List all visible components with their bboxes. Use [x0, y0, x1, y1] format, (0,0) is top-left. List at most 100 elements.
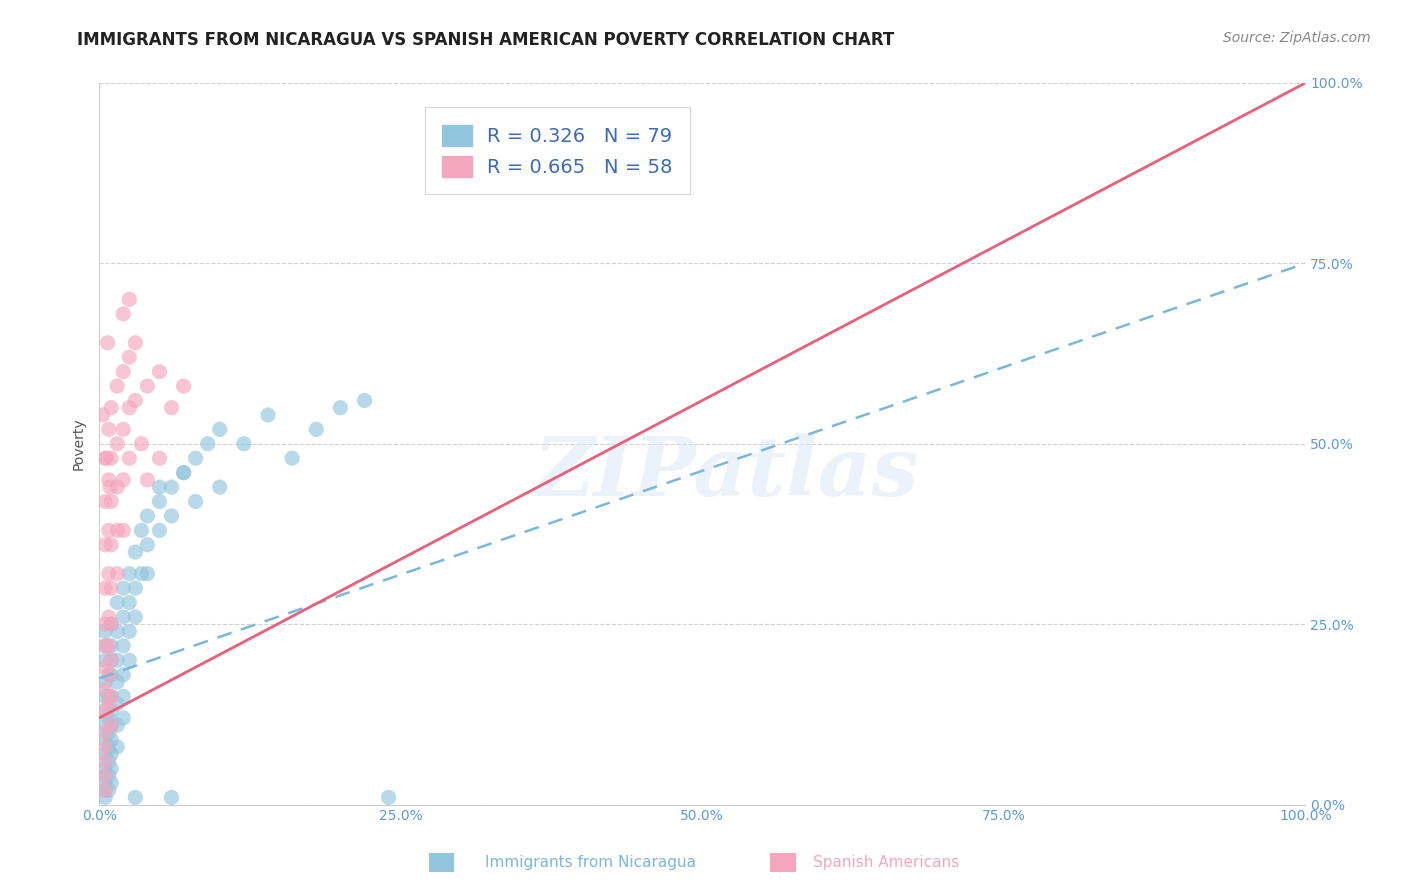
Point: [208, 422, 231, 436]
Point: [112, 307, 135, 321]
Point: [105, 480, 128, 494]
Point: [97, 739, 120, 754]
Point: [184, 451, 207, 466]
Point: [100, 718, 122, 732]
Point: [94, 747, 117, 761]
Point: [94, 776, 117, 790]
Point: [112, 422, 135, 436]
Point: [100, 494, 122, 508]
Point: [94, 639, 117, 653]
Point: [94, 639, 117, 653]
Point: [208, 480, 231, 494]
Point: [94, 660, 117, 674]
Point: [257, 408, 280, 422]
Point: [112, 639, 135, 653]
Point: [94, 718, 117, 732]
Point: [353, 393, 375, 408]
Point: [94, 732, 117, 747]
Point: [124, 581, 146, 595]
Point: [136, 538, 159, 552]
Point: [96, 451, 118, 466]
Point: [97, 697, 120, 711]
Point: [160, 401, 183, 415]
Point: [160, 480, 183, 494]
Text: Source: ZipAtlas.com: Source: ZipAtlas.com: [1223, 31, 1371, 45]
Point: [118, 653, 141, 667]
Point: [118, 596, 141, 610]
Point: [97, 667, 120, 681]
Point: [105, 379, 128, 393]
Point: [97, 610, 120, 624]
Point: [105, 653, 128, 667]
Text: Immigrants from Nicaragua: Immigrants from Nicaragua: [485, 855, 696, 870]
Point: [136, 566, 159, 581]
Point: [112, 365, 135, 379]
Point: [160, 790, 183, 805]
Point: [100, 639, 122, 653]
Point: [329, 401, 352, 415]
Point: [105, 437, 128, 451]
Point: [112, 690, 135, 704]
Point: [94, 783, 117, 797]
Point: [97, 473, 120, 487]
Point: [105, 739, 128, 754]
Point: [173, 466, 195, 480]
Point: [94, 754, 117, 768]
Point: [118, 624, 141, 639]
Point: [100, 718, 122, 732]
Point: [97, 690, 120, 704]
Point: [118, 401, 141, 415]
Point: [232, 437, 254, 451]
Point: [105, 524, 128, 538]
Point: [94, 690, 117, 704]
Point: [97, 667, 120, 681]
Point: [100, 667, 122, 681]
Point: [131, 437, 153, 451]
Point: [100, 617, 122, 632]
Text: IMMIGRANTS FROM NICARAGUA VS SPANISH AMERICAN POVERTY CORRELATION CHART: IMMIGRANTS FROM NICARAGUA VS SPANISH AME…: [77, 31, 894, 49]
Point: [124, 545, 146, 559]
Point: [184, 494, 207, 508]
Point: [100, 401, 122, 415]
Point: [94, 653, 117, 667]
Point: [124, 610, 146, 624]
Point: [100, 747, 122, 761]
Point: [100, 653, 122, 667]
Point: [118, 566, 141, 581]
Point: [148, 494, 170, 508]
Point: [97, 639, 120, 653]
Point: [94, 790, 117, 805]
Point: [100, 732, 122, 747]
Point: [118, 350, 141, 364]
Text: Spanish Americans: Spanish Americans: [813, 855, 959, 870]
Point: [100, 690, 122, 704]
Y-axis label: Poverty: Poverty: [72, 417, 86, 470]
Point: [173, 466, 195, 480]
Point: [136, 379, 159, 393]
Point: [97, 422, 120, 436]
Point: [118, 293, 141, 307]
Text: ZIPatlas: ZIPatlas: [534, 433, 920, 513]
Point: [94, 581, 117, 595]
Point: [97, 783, 120, 797]
Point: [105, 674, 128, 689]
Point: [97, 769, 120, 783]
Point: [148, 365, 170, 379]
Point: [94, 617, 117, 632]
Point: [94, 762, 117, 776]
Point: [112, 473, 135, 487]
Point: [94, 704, 117, 718]
Point: [281, 451, 304, 466]
Point: [97, 335, 120, 350]
Point: [94, 682, 117, 697]
Point: [100, 451, 122, 466]
Point: [105, 718, 128, 732]
Point: [112, 524, 135, 538]
Point: [136, 473, 159, 487]
Point: [112, 610, 135, 624]
Point: [112, 667, 135, 681]
Point: [100, 617, 122, 632]
Point: [197, 437, 219, 451]
Point: [148, 451, 170, 466]
Point: [100, 581, 122, 595]
